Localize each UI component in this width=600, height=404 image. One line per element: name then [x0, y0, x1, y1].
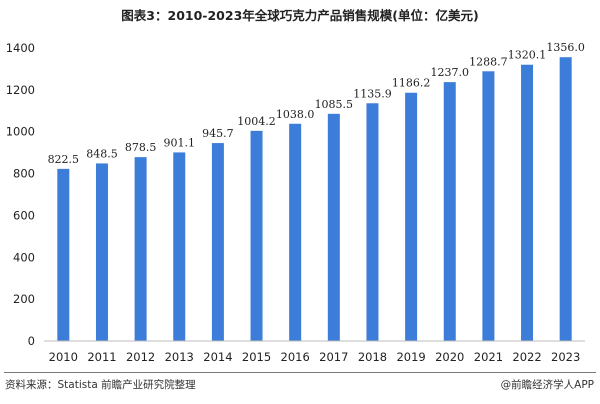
y-tick-label: 1000 — [6, 125, 35, 139]
chart-title: 图表3：2010-2023年全球巧克力产品销售规模(单位：亿美元) — [121, 8, 479, 23]
value-label: 945.7 — [202, 127, 234, 140]
y-tick-label: 0 — [28, 334, 35, 348]
y-tick-label: 1400 — [6, 41, 35, 55]
x-tick-label: 2014 — [203, 350, 232, 364]
bar — [134, 157, 147, 341]
bar — [521, 64, 534, 342]
source-note: 资料来源：Statista 前瞻产业研究院整理 — [5, 379, 196, 391]
x-tick-label: 2019 — [396, 350, 425, 364]
x-tick-label: 2018 — [358, 350, 387, 364]
value-label: 1237.0 — [431, 66, 470, 79]
x-tick-label: 2020 — [435, 350, 464, 364]
x-tick-label: 2021 — [474, 350, 503, 364]
x-tick-label: 2013 — [165, 350, 194, 364]
value-label: 1085.5 — [315, 98, 354, 111]
x-tick-label: 2023 — [551, 350, 580, 364]
bar — [289, 123, 302, 341]
x-tick-label: 2017 — [319, 350, 348, 364]
bars — [57, 57, 572, 342]
bar — [250, 130, 263, 341]
y-tick-label: 200 — [13, 292, 35, 306]
x-tick-label: 2022 — [512, 350, 541, 364]
value-labels: 822.5 848.5 878.5 901.1 945.71004.21038.0108… — [48, 41, 585, 166]
x-tick-label: 2016 — [281, 350, 310, 364]
bar — [173, 152, 186, 341]
y-tick-label: 600 — [13, 208, 35, 222]
value-label: 1186.2 — [392, 77, 431, 90]
bar — [57, 168, 70, 341]
value-label: 1356.0 — [546, 41, 585, 54]
x-tick-label: 2015 — [242, 350, 271, 364]
x-tick-label: 2012 — [126, 350, 155, 364]
x-tick-label: 2011 — [87, 350, 116, 364]
y-tick-label: 800 — [13, 167, 35, 181]
value-label: 848.5 — [86, 147, 118, 160]
bar — [405, 92, 418, 341]
value-label: 1288.7 — [469, 55, 508, 68]
bar — [443, 82, 456, 341]
bar — [211, 143, 224, 341]
value-label: 1004.2 — [237, 115, 276, 128]
x-axis-ticks: 2010 2011 2012 2013 2014 2015 2016 2017 2018 2019… — [49, 350, 581, 364]
y-tick-label: 400 — [13, 250, 35, 264]
value-label: 1320.1 — [508, 49, 547, 62]
brand-credit: @前瞻经济学人APP — [500, 379, 594, 391]
bar — [327, 113, 340, 341]
y-tick-label: 1200 — [6, 83, 35, 97]
value-label: 1038.0 — [276, 108, 315, 121]
bar — [559, 57, 572, 342]
footer-divider — [4, 372, 596, 373]
value-label: 878.5 — [125, 141, 157, 154]
value-label: 1135.9 — [353, 87, 392, 100]
value-label: 822.5 — [48, 153, 80, 166]
x-tick-label: 2010 — [49, 350, 78, 364]
bar — [482, 71, 495, 341]
bar — [366, 103, 379, 341]
value-label: 901.1 — [164, 136, 196, 149]
bar — [95, 163, 108, 341]
y-axis-ticks: 0 200 400 600 800 1000 1200 1400 — [6, 41, 35, 348]
